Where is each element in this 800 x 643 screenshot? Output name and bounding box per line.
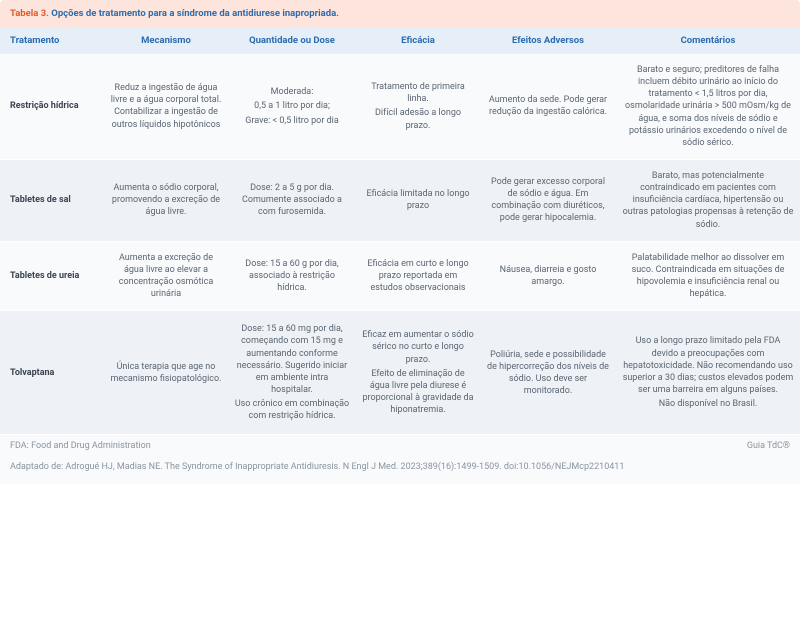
cell-adverse: Náusea, diarreia e gosto amargo. xyxy=(480,241,616,311)
cell-comments: Barato, mas potencialmente contraindicad… xyxy=(616,159,800,241)
cell-dose: Dose: 15 a 60 mg por dia, começando com … xyxy=(228,311,356,435)
cell-mechanism: Única terapia que age no mecanismo fisio… xyxy=(104,311,228,435)
cell-comments: Barato e seguro; preditores de falha inc… xyxy=(616,54,800,159)
cell-efficacy: Tratamento de primeira linha. Difícil ad… xyxy=(356,54,480,159)
col-mechanism: Mecanismo xyxy=(104,27,228,54)
cell-efficacy: Eficaz em aumentar o sódio sérico no cur… xyxy=(356,311,480,435)
table-title-bar: Tabela 3. Opções de tratamento para a sí… xyxy=(0,0,800,27)
cell-mechanism: Reduz a ingestão de água livre e a água … xyxy=(104,54,228,159)
cell-treatment: Tolvaptana xyxy=(0,311,104,435)
col-efficacy: Eficácia xyxy=(356,27,480,54)
cell-efficacy: Eficácia limitada no longo prazo xyxy=(356,159,480,241)
col-dose: Quantidade ou Dose xyxy=(228,27,356,54)
cell-efficacy: Eficácia em curto e longo prazo reportad… xyxy=(356,241,480,311)
cell-treatment: Tabletes de sal xyxy=(0,159,104,241)
table-container: Tabela 3. Opções de tratamento para a sí… xyxy=(0,0,800,484)
table-header-row: Tratamento Mecanismo Quantidade ou Dose … xyxy=(0,27,800,54)
table-footer: FDA: Food and Drug Administration Guia T… xyxy=(0,435,800,455)
cell-comments: Palatabilidade melhor ao dissolver em su… xyxy=(616,241,800,311)
cell-comments: Uso a longo prazo limitado pela FDA devi… xyxy=(616,311,800,435)
cell-adverse: Poliúria, sede e possibilidade de hiperc… xyxy=(480,311,616,435)
cell-mechanism: Aumenta a excreção de água livre ao elev… xyxy=(104,241,228,311)
cell-dose: Moderada: 0,5 a 1 litro por dia; Grave: … xyxy=(228,54,356,159)
treatment-table: Tratamento Mecanismo Quantidade ou Dose … xyxy=(0,27,800,435)
table-citation: Adaptado de: Adrogué HJ, Madias NE. The … xyxy=(0,455,800,483)
col-adverse: Efeitos Adversos xyxy=(480,27,616,54)
table-row: Tabletes de ureia Aumenta a excreção de … xyxy=(0,241,800,311)
cell-dose: Dose: 2 a 5 g por dia. Comumente associa… xyxy=(228,159,356,241)
col-comments: Comentários xyxy=(616,27,800,54)
table-row: Tolvaptana Única terapia que age no meca… xyxy=(0,311,800,435)
table-number: Tabela 3. xyxy=(10,8,49,19)
cell-treatment: Tabletes de ureia xyxy=(0,241,104,311)
table-row: Restrição hídrica Reduz a ingestão de ág… xyxy=(0,54,800,159)
table-row: Tabletes de sal Aumenta o sódio corporal… xyxy=(0,159,800,241)
col-treatment: Tratamento xyxy=(0,27,104,54)
table-caption: Opções de tratamento para a síndrome da … xyxy=(51,8,339,19)
footnote-abbrev: FDA: Food and Drug Administration xyxy=(10,441,151,451)
cell-adverse: Pode gerar excesso corporal de sódio e á… xyxy=(480,159,616,241)
cell-adverse: Aumento da sede. Pode gerar redução da i… xyxy=(480,54,616,159)
footnote-brand: Guia TdC® xyxy=(747,441,790,451)
cell-mechanism: Aumenta o sódio corporal, promovendo a e… xyxy=(104,159,228,241)
cell-treatment: Restrição hídrica xyxy=(0,54,104,159)
cell-dose: Dose: 15 a 60 g por dia, associado à res… xyxy=(228,241,356,311)
